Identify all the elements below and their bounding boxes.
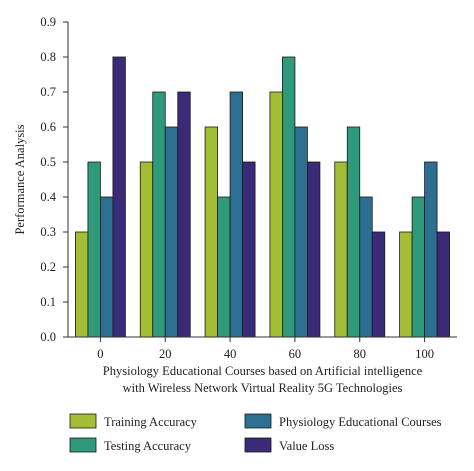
y-tick-label: 0.7 (40, 85, 56, 99)
legend-label-testing-accuracy: Testing Accuracy (104, 439, 192, 453)
bar-training-accuracy-0 (75, 231, 89, 338)
legend: Training Accuracy Testing Accuracy Physiol… (69, 413, 442, 453)
bar-value-loss-100 (436, 231, 450, 338)
bar-testing-accuracy-60 (282, 56, 296, 338)
bar-value-loss-20 (177, 91, 191, 338)
y-tick-label: 0.3 (40, 225, 56, 239)
bar-physiology-educational-courses-20 (164, 126, 179, 338)
x-axis-label-line-1: Physiology Educational Courses based on … (103, 364, 423, 378)
y-tick-label: 0.9 (40, 15, 56, 29)
bar-training-accuracy-100 (399, 231, 413, 338)
legend-swatch-value-loss (244, 437, 272, 453)
bar-physiology-educational-courses-100 (424, 161, 438, 338)
x-tick-label: 60 (289, 347, 302, 361)
y-tick-label: 0.8 (40, 50, 56, 64)
bar-physiology-educational-courses-0 (100, 196, 114, 338)
bar-testing-accuracy-80 (346, 126, 361, 338)
x-axis-label-line-2: with Wireless Network Virtual Reality 5G… (123, 381, 403, 395)
axes: 0.0 0.1 0.2 0.3 0.4 0.5 0.6 0.7 0.8 0.9 0 20 40 60 80 1… (40, 15, 457, 361)
bar-value-loss-60 (307, 161, 321, 338)
bar-value-loss-40 (242, 161, 256, 338)
legend-swatch-physiology-educational-courses (244, 413, 272, 429)
y-tick-label: 0.2 (40, 260, 56, 274)
bar-physiology-educational-courses-80 (359, 196, 373, 338)
bar-value-loss-80 (371, 231, 386, 338)
bar-value-loss-0 (112, 56, 126, 338)
bar-testing-accuracy-20 (152, 91, 166, 338)
bar-training-accuracy-40 (204, 126, 218, 338)
bar-training-accuracy-80 (334, 161, 348, 338)
legend-label-training-accuracy: Training Accuracy (104, 415, 198, 429)
bar-physiology-educational-courses-60 (294, 126, 308, 338)
y-tick-label: 0.1 (40, 295, 56, 309)
bar-training-accuracy-20 (139, 161, 154, 338)
bar-physiology-educational-courses-40 (229, 91, 243, 338)
x-tick-label: 100 (415, 347, 434, 361)
bar-testing-accuracy-40 (217, 196, 231, 338)
y-axis-label: Performance Analysis (13, 124, 27, 234)
x-tick-label: 80 (354, 347, 367, 361)
legend-swatch-testing-accuracy (69, 437, 97, 453)
legend-label-value-loss: Value Loss (279, 439, 334, 453)
bar-testing-accuracy-0 (87, 161, 101, 338)
x-tick-label: 20 (159, 347, 172, 361)
x-tick-label: 0 (97, 347, 103, 361)
y-tick-label: 0.6 (40, 120, 56, 134)
legend-label-physiology-educational-courses: Physiology Educational Courses (279, 415, 442, 429)
legend-swatch-training-accuracy (69, 413, 97, 429)
x-tick-label: 40 (224, 347, 237, 361)
bar-testing-accuracy-100 (411, 196, 425, 338)
y-tick-label: 0.0 (40, 330, 56, 344)
y-tick-label: 0.4 (40, 190, 56, 204)
bars (75, 56, 450, 338)
y-tick-label: 0.5 (40, 155, 56, 169)
bar-training-accuracy-60 (269, 91, 283, 338)
